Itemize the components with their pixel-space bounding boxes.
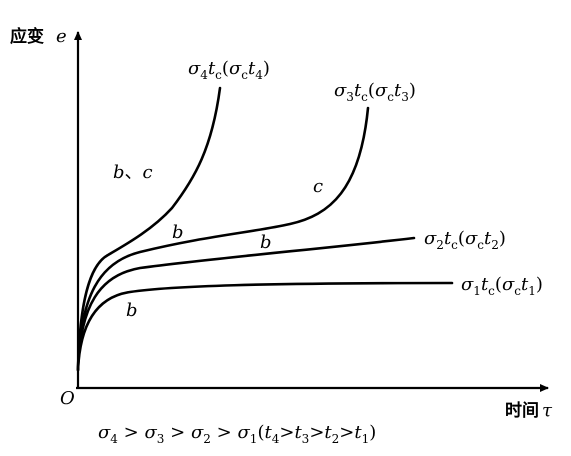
y-axis-symbol: e [56, 26, 67, 47]
curve-sigma4 [76, 86, 222, 372]
curve-label-sigma1: σ1tc(σct1) [461, 274, 543, 298]
origin-label: O [60, 388, 75, 409]
stage-label-c-sigma3: c [313, 176, 323, 197]
stage-label-b-sigma3: b [172, 222, 184, 243]
stage-label-b-sigma2: b [260, 232, 272, 253]
curve-label-sigma3: σ3tc(σct3) [334, 80, 416, 104]
curve-label-sigma4: σ4tc(σct4) [188, 58, 270, 82]
curve-sigma3 [76, 106, 370, 372]
stress-relation-caption: σ4 > σ3 > σ2 > σ1(t4>t3>t2>t1) [98, 422, 376, 446]
curve-label-sigma2: σ2tc(σct2) [424, 228, 506, 252]
curve-sigma1 [76, 281, 454, 372]
y-axis-label: 应变 [10, 26, 44, 47]
curve-sigma2 [76, 236, 416, 372]
x-axis-symbol: τ [542, 400, 553, 421]
stage-label-bc-sigma4: b、c [113, 162, 153, 183]
stage-label-b-sigma1: b [126, 300, 138, 321]
x-axis-label: 时间 [505, 400, 539, 421]
